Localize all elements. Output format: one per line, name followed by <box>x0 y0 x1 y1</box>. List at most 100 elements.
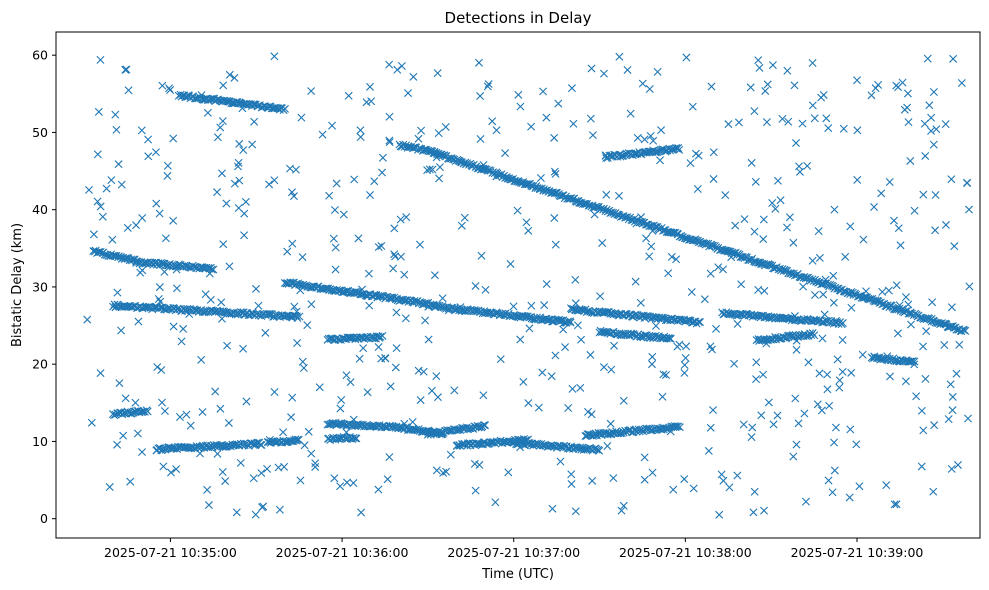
detection-point <box>925 101 934 110</box>
detection-point <box>892 81 901 90</box>
detection-point <box>98 212 107 221</box>
detection-point <box>133 429 142 438</box>
detection-point <box>808 59 817 67</box>
detection-point <box>680 475 689 484</box>
detection-point <box>288 393 297 402</box>
detection-point <box>763 80 772 89</box>
detection-point <box>829 298 838 307</box>
detection-point <box>588 476 597 485</box>
detection-point <box>658 392 667 401</box>
detection-point <box>760 286 769 295</box>
detection-point <box>588 131 597 140</box>
detection-point <box>293 338 302 347</box>
detection-point <box>919 342 928 351</box>
detection-point <box>311 462 320 471</box>
detection-point <box>377 242 386 250</box>
detection-point <box>737 280 746 289</box>
detection-point <box>923 54 932 63</box>
detection-point <box>803 161 812 170</box>
detection-point <box>404 89 413 98</box>
detection-point <box>733 319 742 328</box>
detection-point <box>476 135 485 143</box>
detection-point <box>216 404 225 413</box>
detection-point <box>714 263 723 272</box>
detection-point <box>138 214 147 222</box>
detection-point <box>941 120 950 129</box>
detection-point <box>785 213 794 222</box>
detection-point <box>901 377 910 386</box>
detection-point <box>871 296 880 305</box>
detection-point <box>374 485 383 494</box>
detection-point <box>602 190 611 199</box>
detection-point <box>742 309 751 318</box>
detection-point <box>847 368 856 377</box>
detection-point <box>799 282 808 291</box>
x-axis: 2025-07-21 10:35:00 2025-07-21 10:36:00 20… <box>104 538 923 560</box>
detection-point <box>239 344 248 353</box>
detection-point <box>687 288 696 296</box>
detection-point <box>211 387 220 396</box>
detection-point <box>300 441 309 450</box>
detection-point <box>892 500 901 509</box>
detection-point <box>172 265 181 274</box>
detection-point <box>964 414 973 423</box>
detection-point <box>681 354 690 362</box>
detection-point <box>137 126 146 135</box>
detection-point <box>108 235 117 244</box>
detection-point <box>829 282 838 291</box>
detection-point <box>509 302 518 311</box>
detection-point <box>221 477 230 486</box>
detection-point <box>258 503 267 512</box>
detection-point <box>479 391 488 400</box>
detection-point <box>782 314 791 323</box>
detection-point <box>218 307 227 316</box>
detection-point <box>478 422 487 431</box>
detection-point <box>599 69 608 78</box>
detection-point <box>393 65 402 74</box>
detection-point <box>144 135 153 144</box>
detection-point <box>823 370 832 379</box>
detection-point <box>153 363 162 372</box>
detection-point <box>359 344 368 353</box>
detection-point <box>830 205 839 214</box>
detection-point <box>645 252 654 261</box>
detection-point <box>366 191 375 199</box>
detection-point <box>254 301 263 310</box>
detection-point <box>765 261 774 270</box>
detection-point <box>83 315 92 324</box>
detection-point <box>160 407 169 416</box>
detection-point <box>656 156 665 165</box>
detection-point <box>203 485 212 494</box>
detection-point <box>858 350 867 359</box>
y-axis-title: Bistatic Delay (km) <box>10 223 25 347</box>
detection-point <box>155 209 164 218</box>
detection-point <box>265 180 274 189</box>
detection-point <box>947 464 956 473</box>
detection-point <box>123 223 132 232</box>
detection-point <box>206 295 215 304</box>
detection-point <box>715 510 724 519</box>
detection-point <box>470 459 479 468</box>
detection-point <box>949 54 958 63</box>
detection-point <box>479 160 488 169</box>
detection-point <box>627 312 636 321</box>
detection-point <box>637 213 646 222</box>
detection-point <box>364 269 373 278</box>
detection-point <box>548 504 557 513</box>
detection-point <box>890 500 899 509</box>
detection-point <box>825 401 834 410</box>
detection-point <box>378 153 387 162</box>
detection-point <box>385 60 394 69</box>
detection-point <box>481 285 490 294</box>
detection-point <box>476 92 485 101</box>
detection-point <box>270 388 279 396</box>
detection-point <box>965 205 973 214</box>
detection-point <box>280 104 289 113</box>
detection-point <box>596 292 605 301</box>
detection-point <box>952 325 961 334</box>
detection-point <box>550 133 559 142</box>
detection-point <box>435 174 444 183</box>
detection-point <box>115 379 124 388</box>
detection-point <box>527 301 536 310</box>
detection-point <box>540 301 549 310</box>
